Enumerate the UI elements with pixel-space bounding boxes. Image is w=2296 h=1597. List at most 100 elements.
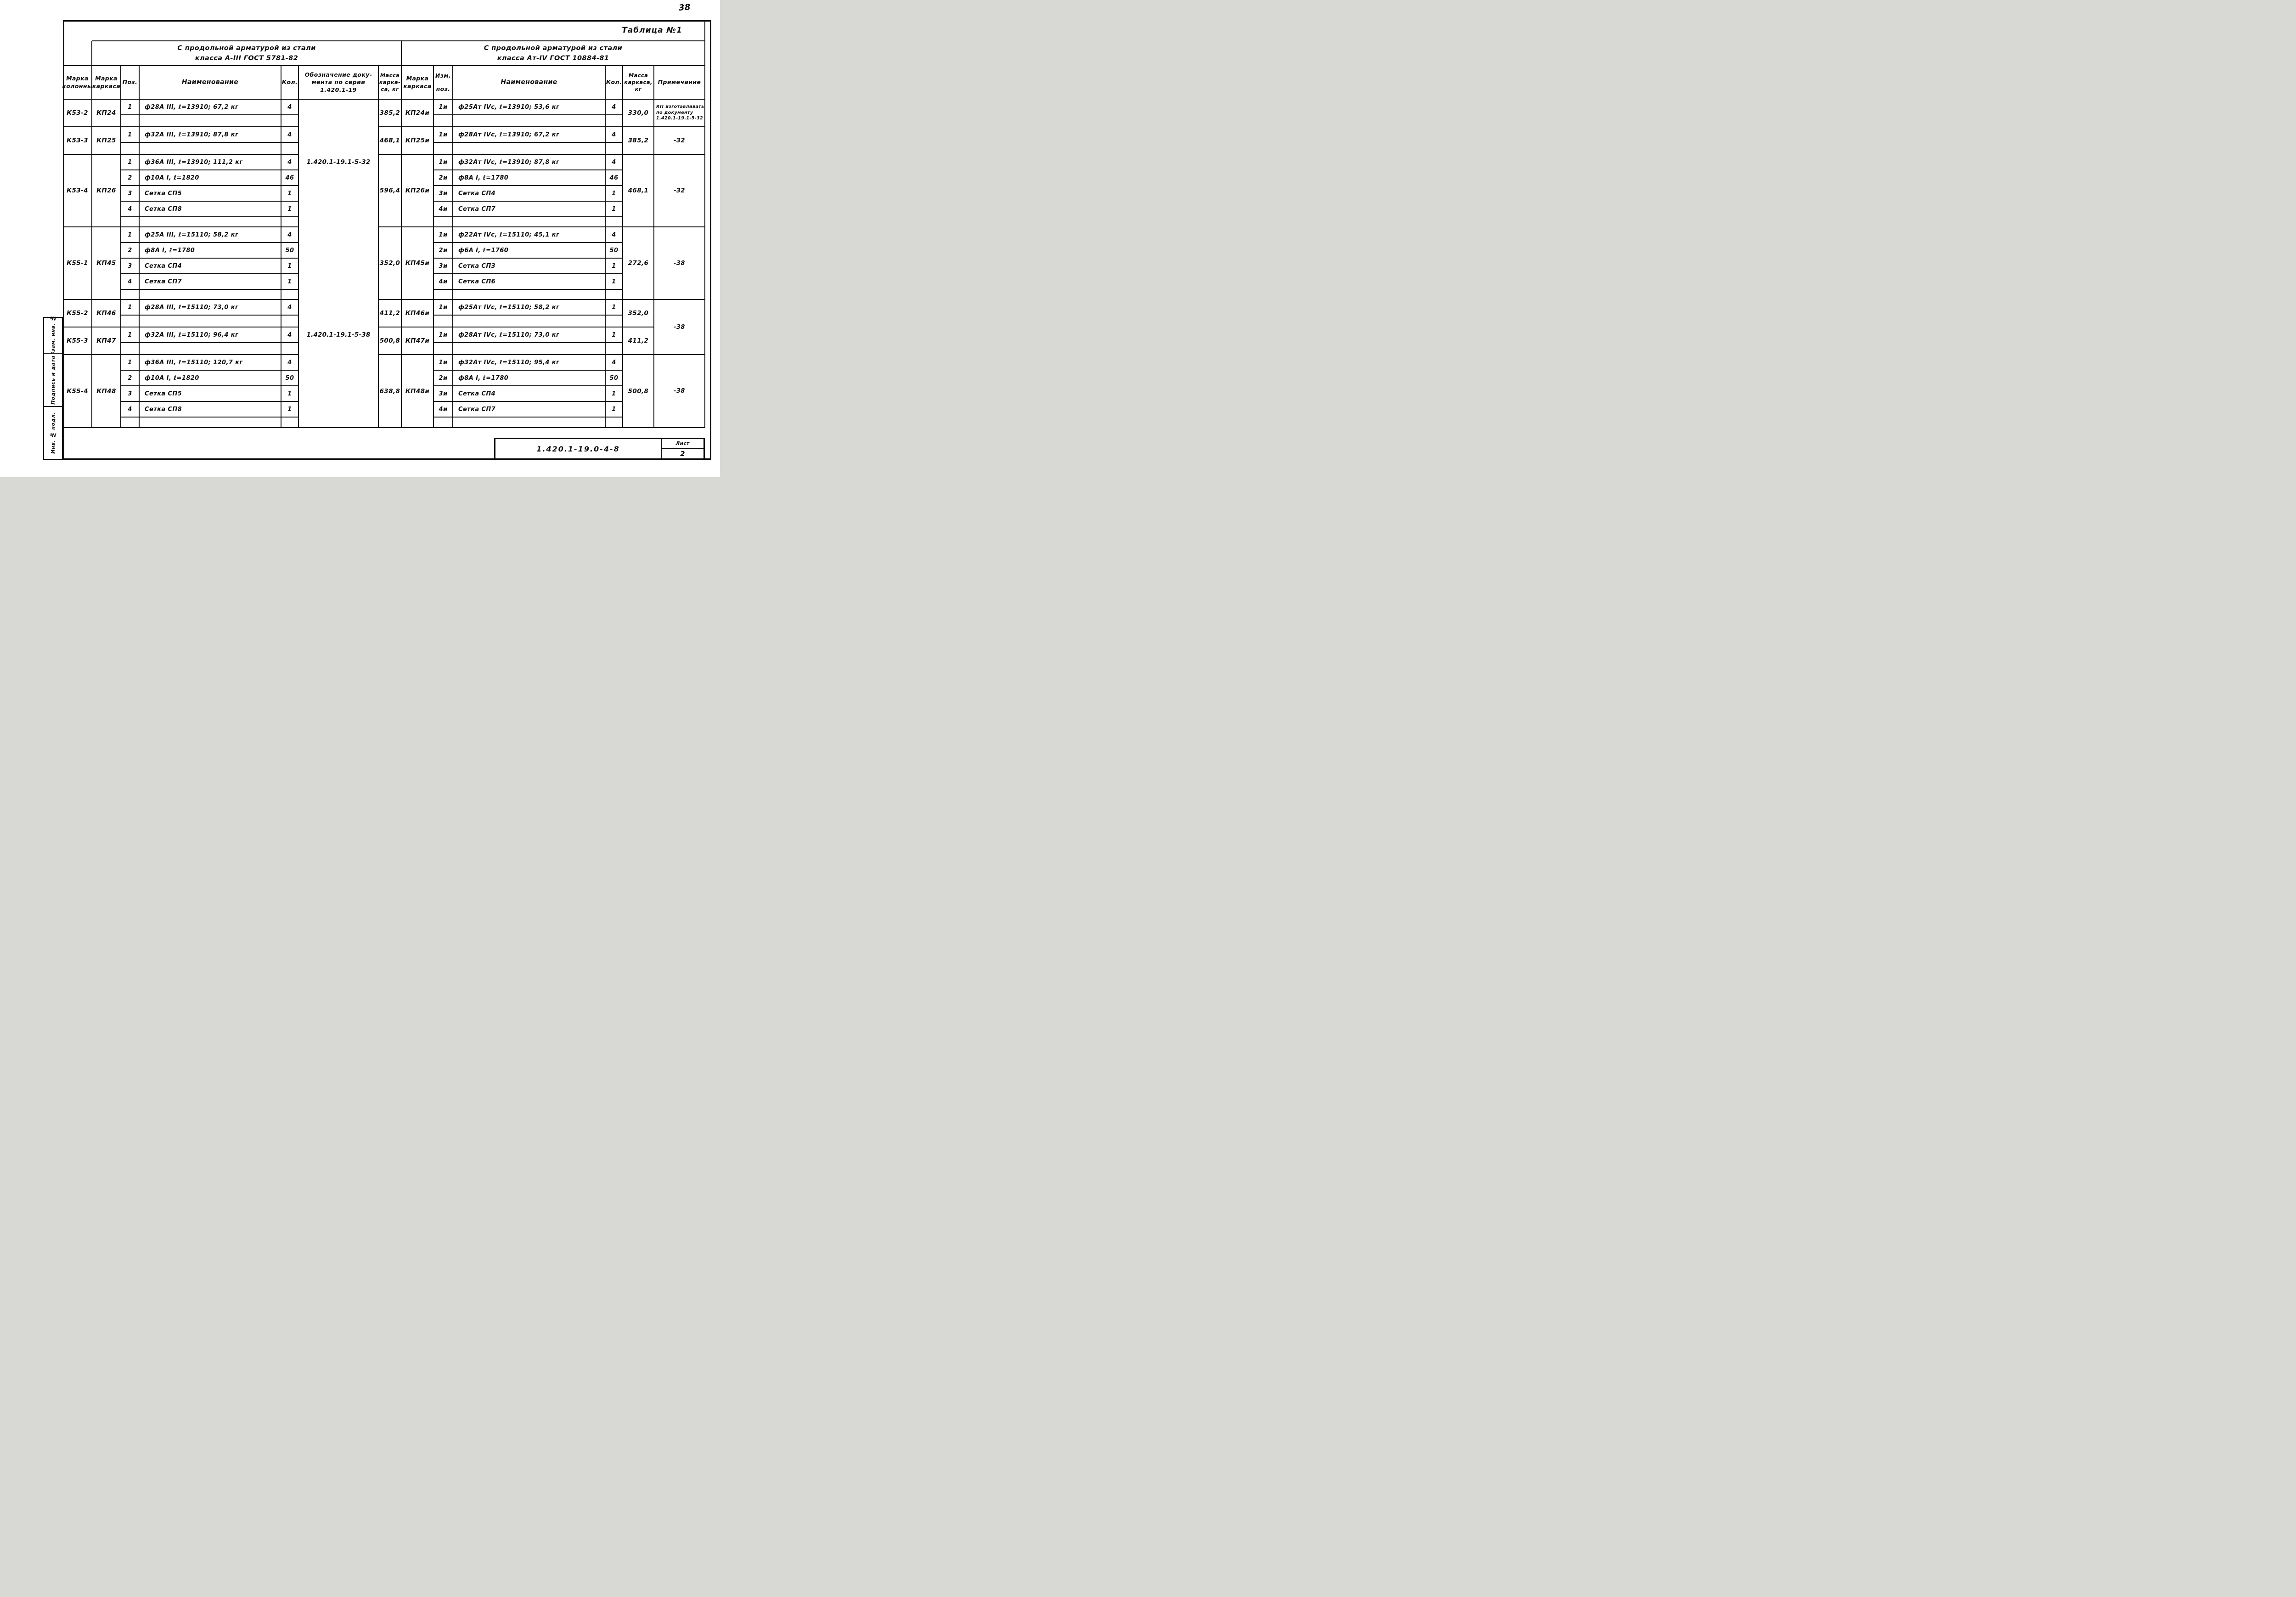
cell-qty-left: 4 [287, 103, 292, 111]
table-bottom-border [63, 427, 705, 428]
cell-pos-right: 1и [439, 231, 448, 238]
cell-pos-left: 4 [128, 278, 132, 285]
cell-pos-left: 3 [128, 390, 132, 397]
column-header-name-left: Наименование [181, 79, 239, 86]
cell-mass-right: 330,0 [628, 109, 649, 117]
sheet-number: 2 [680, 449, 685, 458]
cell-pos-right: 3и [439, 262, 448, 270]
item-divider [121, 201, 298, 202]
block-divider [654, 154, 705, 155]
item-divider [433, 417, 623, 418]
cell-qty-right: 1 [612, 278, 616, 285]
cell-qty-right: 4 [612, 131, 616, 138]
cell-qty-left: 4 [287, 158, 292, 166]
item-divider [433, 342, 623, 343]
item-divider [121, 114, 298, 115]
cell-mass-left: 468,1 [379, 137, 400, 144]
cell-qty-right: 1 [612, 190, 616, 197]
cell-qty-right: 46 [609, 174, 619, 181]
title-block-divider [661, 439, 662, 458]
block-divider [378, 126, 654, 127]
cell-name-right: ф8А I, ℓ=1780 [458, 374, 509, 382]
block-divider [654, 226, 705, 227]
cell-name-right: Сетка СП3 [458, 262, 496, 270]
cell-column-mark: К55-1 [67, 260, 88, 267]
cell-mass-right: 500,8 [628, 387, 649, 395]
cell-frame-mark-right: КП47и [405, 337, 430, 344]
cell-name-left: ф10А I, ℓ=1820 [145, 174, 199, 181]
item-divider [121, 417, 298, 418]
column-header-mod-pos: Изм. поз. [435, 72, 451, 92]
item-divider [433, 289, 623, 290]
block-divider [63, 126, 298, 127]
cell-name-left: Сетка СП5 [145, 190, 182, 197]
cell-pos-left: 2 [128, 247, 132, 254]
item-divider [433, 242, 623, 243]
cell-mass-right: 468,1 [628, 187, 649, 194]
item-divider [433, 114, 623, 115]
cell-name-right: ф32Ат IVс, ℓ=13910; 87,8 кг [458, 158, 560, 166]
cell-column-mark: К55-2 [67, 310, 88, 317]
cell-pos-right: 4и [439, 278, 448, 285]
cell-frame-mark-right: КП26и [405, 187, 430, 194]
item-divider [433, 370, 623, 371]
cell-mass-left: 411,2 [379, 310, 400, 317]
item-divider [121, 169, 298, 170]
item-divider [121, 258, 298, 259]
column-header-qty-right: Кол. [606, 79, 622, 86]
cell-qty-left: 4 [287, 304, 292, 311]
cell-qty-right: 50 [609, 247, 619, 254]
cell-pos-left: 2 [128, 374, 132, 382]
cell-frame-mark-left: КП46 [96, 310, 116, 317]
cell-qty-right: 1 [612, 262, 616, 270]
cell-qty-left: 1 [287, 390, 292, 397]
section-header-steel-at4: С продольной арматурой из стали класса А… [484, 44, 623, 62]
cell-pos-right: 1и [439, 359, 448, 366]
cell-pos-left: 1 [128, 131, 132, 138]
column-border [378, 66, 379, 428]
item-divider [121, 385, 298, 386]
block-divider [654, 299, 705, 300]
block-divider [654, 126, 705, 127]
cell-name-left: ф36А III, ℓ=13910; 111,2 кг [145, 158, 243, 166]
column-header-note: Примечание [658, 79, 701, 86]
cell-name-left: Сетка СП8 [145, 205, 182, 213]
cell-name-right: ф25Ат IVс, ℓ=13910; 53,6 кг [458, 103, 560, 111]
item-divider [433, 401, 623, 402]
cell-qty-left: 4 [287, 331, 292, 339]
block-divider [654, 354, 705, 355]
cell-pos-left: 1 [128, 103, 132, 111]
table-right-border [704, 20, 705, 428]
cell-pos-left: 3 [128, 262, 132, 270]
cell-name-right: ф32Ат IVс, ℓ=15110; 95,4 кг [458, 359, 560, 366]
cell-qty-left: 4 [287, 231, 292, 238]
column-border [139, 66, 140, 428]
item-divider [433, 169, 623, 170]
cell-qty-left: 50 [285, 247, 294, 254]
item-divider [121, 273, 298, 274]
cell-qty-right: 1 [612, 205, 616, 213]
item-divider [121, 216, 298, 217]
cell-qty-left: 1 [287, 190, 292, 197]
column-border [605, 66, 606, 428]
cell-name-right: ф22Ат IVс, ℓ=15110; 45,1 кг [458, 231, 560, 238]
cell-mass-left: 638,8 [379, 387, 400, 395]
item-divider [433, 385, 623, 386]
item-divider [121, 185, 298, 186]
cell-pos-right: 3и [439, 190, 448, 197]
cell-pos-right: 2и [439, 374, 448, 382]
column-border [298, 66, 299, 428]
cell-qty-left: 1 [287, 262, 292, 270]
section-header-steel-a3: С продольной арматурой из стали класса А… [177, 44, 316, 62]
cell-name-right: Сетка СП6 [458, 278, 496, 285]
column-header-mass-left: Масса карка- са, кг [379, 72, 401, 92]
cell-column-mark: К55-4 [67, 387, 88, 395]
item-divider [121, 370, 298, 371]
cell-note: КП изготавливать по документу 1.420.1-19… [656, 104, 704, 121]
cell-note: -38 [674, 323, 685, 331]
cell-note: -38 [674, 260, 685, 267]
cell-pos-left: 1 [128, 158, 132, 166]
column-header-frame-mark-right: Марка каркаса [403, 75, 432, 90]
cell-qty-left: 50 [285, 374, 294, 382]
cell-frame-mark-left: КП24 [96, 109, 116, 117]
